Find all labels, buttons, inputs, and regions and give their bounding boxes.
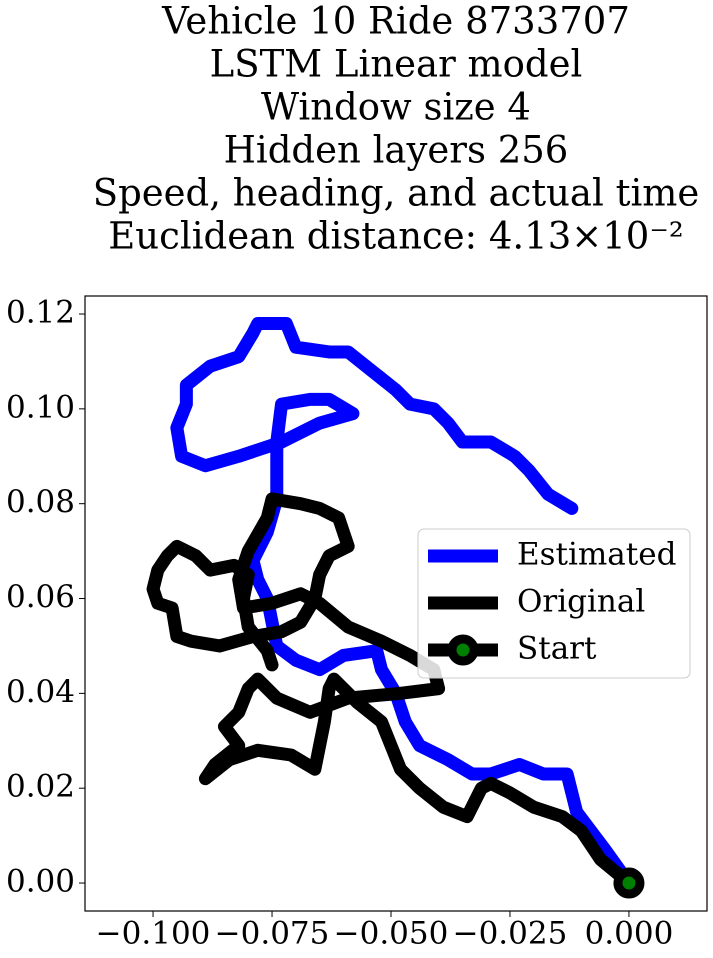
x-tick-label: 0.000 (585, 916, 674, 952)
y-tick-label: 0.04 (6, 674, 75, 710)
chart-title: Euclidean distance: 4.13×10⁻² (108, 215, 683, 258)
y-tick-label: 0.08 (6, 484, 75, 520)
x-tick-label: −0.100 (96, 916, 211, 952)
y-tick-label: 0.02 (6, 769, 75, 805)
plot-layer (146, 317, 645, 899)
y-tick-label: 0.00 (6, 864, 75, 900)
chart-title: Vehicle 10 Ride 8733707 (161, 0, 630, 43)
y-tick-label: 0.10 (6, 389, 75, 425)
x-tick-label: −0.075 (215, 916, 330, 952)
y-tick-label: 0.12 (6, 295, 75, 331)
legend-label: Start (517, 631, 597, 667)
chart-title: LSTM Linear model (210, 43, 583, 86)
x-tick-label: −0.025 (453, 916, 568, 952)
start-marker (613, 867, 645, 899)
y-tick-label: 0.06 (6, 579, 75, 615)
chart-title: Speed, heading, and actual time (93, 172, 700, 215)
legend-label: Original (517, 584, 645, 620)
legend-label: Estimated (517, 537, 676, 573)
chart-title: Window size 4 (261, 86, 531, 129)
chart-title: Hidden layers 256 (224, 129, 569, 172)
trajectory (146, 492, 636, 890)
legend-box (417, 528, 691, 679)
x-tick-label: −0.050 (334, 916, 449, 952)
legend-marker (447, 634, 479, 666)
trajectory (170, 317, 636, 890)
